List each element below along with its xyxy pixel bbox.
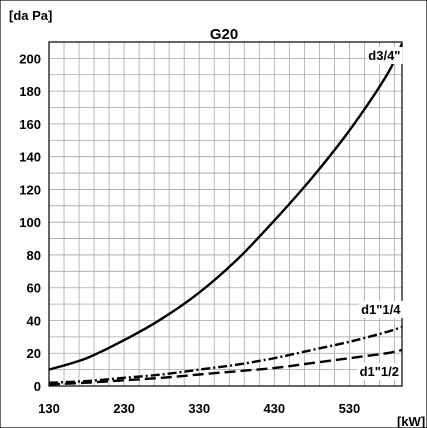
label-background — [366, 47, 403, 65]
chart-title: G20 — [210, 26, 238, 43]
y-tick-label: 120 — [19, 182, 41, 197]
y-tick-label: 140 — [19, 150, 41, 165]
x-tick-label: 430 — [263, 401, 285, 416]
label-background — [359, 300, 404, 318]
y-tick-label: 20 — [27, 346, 41, 361]
plot-area-frame — [48, 41, 403, 387]
y-tick-label: 60 — [27, 281, 41, 296]
series-labels: d3/4" d1"1/4 d1"1/2 — [357, 47, 404, 381]
y-tick-label: 200 — [19, 51, 41, 66]
series-line — [48, 325, 403, 384]
x-axis-label: [kW] — [397, 414, 425, 428]
y-tick-label: 100 — [19, 215, 41, 230]
series-label-d114: d1"1/4 — [361, 302, 401, 317]
series-label-d34: d3/4" — [368, 48, 400, 63]
x-tick-label: 330 — [188, 401, 210, 416]
series-line — [48, 348, 403, 386]
y-tick-label: 40 — [27, 313, 41, 328]
series-label-d112: d1"1/2 — [360, 364, 399, 379]
x-tick-label: 130 — [38, 401, 60, 416]
curves — [48, 43, 404, 386]
y-tick-label: 80 — [27, 248, 41, 263]
label-background — [357, 363, 401, 381]
y-tick-label: 160 — [19, 117, 41, 132]
y-tick-label: 0 — [34, 379, 41, 394]
y-axis-label: [da Pa] — [9, 8, 52, 23]
series-line — [48, 43, 404, 371]
y-tick-label: 180 — [19, 84, 41, 99]
tick-labels: 130 230 330 430 530 0 20 40 60 80 100 120 140 160 180 2… — [19, 51, 360, 416]
grid — [48, 41, 402, 387]
x-tick-label: 530 — [339, 401, 361, 416]
x-tick-label: 230 — [113, 401, 135, 416]
